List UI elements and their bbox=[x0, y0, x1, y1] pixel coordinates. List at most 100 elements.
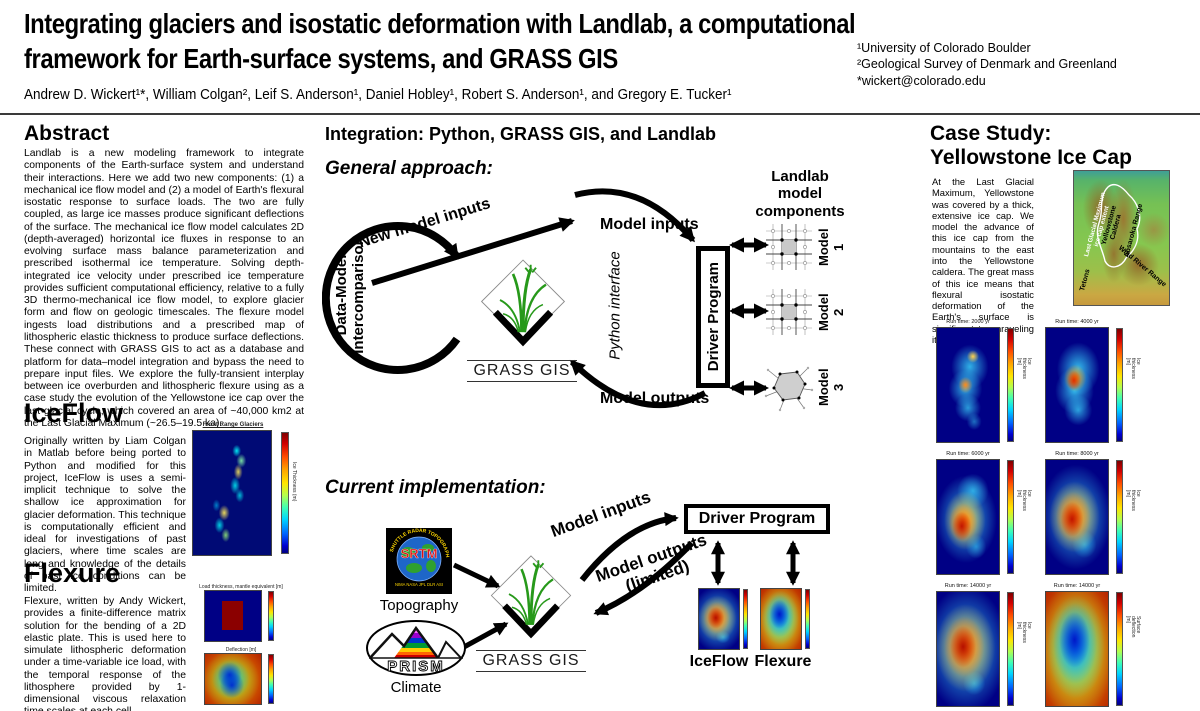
panel-colorbar bbox=[1116, 592, 1123, 706]
affiliations: ¹University of Colorado Boulder ²Geologi… bbox=[857, 40, 1117, 89]
poster-title: Integrating glaciers and isostatic defor… bbox=[24, 8, 856, 75]
panel-colorbar-label: Surface deflection [m] bbox=[1125, 616, 1141, 638]
flexure-output-label: Flexure bbox=[754, 653, 812, 670]
current-implementation-label: Current implementation: bbox=[325, 477, 546, 498]
front-range-glaciers-map bbox=[192, 430, 272, 556]
ice-thickness-map-14000 bbox=[936, 591, 1000, 707]
simulation-panel-6: Run time: 14000 yr Surface deflection [m… bbox=[1044, 582, 1144, 707]
driver-program-box: Driver Program bbox=[696, 246, 730, 388]
yellowstone-map: Last Glacial Maximum ice cap extent Teto… bbox=[1073, 170, 1170, 306]
contact-email: *wickert@colorado.edu bbox=[857, 73, 986, 88]
ice-thickness-map-8000 bbox=[1045, 459, 1109, 575]
load-thickness-map bbox=[204, 590, 262, 642]
panel-colorbar bbox=[1116, 328, 1123, 442]
grass-gis-logo bbox=[477, 252, 569, 351]
panel-title: Run time: 14000 yr bbox=[1053, 583, 1101, 589]
python-interface-label: Python interface bbox=[606, 251, 624, 360]
iceflow-figure-title: Front Range Glaciers bbox=[202, 422, 264, 428]
model-inputs-label: Model inputs bbox=[600, 216, 699, 233]
simulation-panel-3: Run time: 6000 yr Ice thickness [m] bbox=[935, 450, 1035, 575]
iceflow-colorbar-label: Ice Thickness (m) bbox=[291, 462, 297, 502]
ice-thickness-map-2000 bbox=[936, 327, 1000, 443]
simulation-panel-2: Run time: 4000 yr Ice thickness [m] bbox=[1044, 318, 1144, 443]
grass-gis-label: GRASS GIS bbox=[467, 360, 577, 382]
landlab-components-heading: Landlab model components bbox=[755, 168, 845, 220]
intercomparison-loop-arrow bbox=[322, 222, 461, 374]
deflection-map bbox=[204, 653, 262, 705]
topography-to-grass-arrow bbox=[452, 562, 501, 589]
header-divider bbox=[0, 113, 1200, 115]
panel-colorbar-label: Ice thickness [m] bbox=[1016, 358, 1032, 379]
panel-colorbar bbox=[1007, 592, 1014, 706]
ice-cap-extent-outline bbox=[1096, 183, 1141, 268]
general-approach-label: General approach: bbox=[325, 158, 493, 179]
flexure-figure2-colorbar bbox=[268, 654, 274, 704]
climate-to-grass-arrow bbox=[462, 621, 509, 650]
panel-colorbar bbox=[1116, 460, 1123, 574]
flexure-heading: Flexure bbox=[24, 558, 121, 588]
panel-colorbar-label: Ice thickness [m] bbox=[1125, 358, 1141, 379]
flexure-figure1-title: Load thickness, mantle equivalent [m] bbox=[199, 584, 283, 590]
flexure-output-colorbar bbox=[805, 589, 810, 649]
panel-colorbar-label: Ice thickness [m] bbox=[1016, 490, 1032, 511]
iceflow-figure-colorbar bbox=[281, 432, 289, 554]
current-implementation-diagram bbox=[452, 512, 800, 650]
model3-label: Model 3 bbox=[816, 368, 846, 406]
climate-label: Climate bbox=[390, 679, 442, 696]
simulation-panel-5: Run time: 14000 yr Ice thickness [m] bbox=[935, 582, 1035, 707]
data-model-intercomparison-label: Data-Model Intercomparison bbox=[333, 236, 367, 354]
srtm-text: SRTM bbox=[401, 546, 438, 561]
srtm-agencies-text: NIMA NASA JPL DLR ASI bbox=[395, 582, 443, 587]
general-approach-diagram bbox=[322, 188, 769, 408]
srtm-logo: SHUTTLE RADAR TOPOGRAPHY MISSION SRTM NI… bbox=[386, 528, 452, 594]
panel-colorbar bbox=[1007, 328, 1014, 442]
ice-thickness-map-4000 bbox=[1045, 327, 1109, 443]
iceflow-output-colorbar bbox=[743, 589, 748, 649]
model-inputs-arrow-current bbox=[579, 512, 679, 582]
model-inputs-arrow bbox=[574, 188, 696, 243]
affiliation-2: ²Geological Survey of Denmark and Greenl… bbox=[857, 57, 1117, 72]
model1-grid-icon bbox=[766, 224, 812, 270]
prism-text: PRISM bbox=[387, 658, 445, 675]
panel-title: Run time: 6000 yr bbox=[946, 451, 990, 457]
driver-program-label: Driver Program bbox=[704, 262, 722, 372]
simulation-panel-1: Run time: 2000 yr Ice thickness [m] bbox=[935, 318, 1035, 443]
prism-logo: PRISM bbox=[366, 620, 466, 676]
flexure-body: Flexure, written by Andy Wickert, provid… bbox=[24, 596, 186, 711]
topography-label: Topography bbox=[379, 597, 459, 614]
abstract-heading: Abstract bbox=[24, 122, 110, 145]
ice-thickness-map-6000 bbox=[936, 459, 1000, 575]
model-outputs-label: Model outputs bbox=[600, 390, 710, 407]
new-model-inputs-arrow bbox=[371, 217, 575, 286]
iceflow-heading: IceFlow bbox=[24, 398, 124, 428]
flexure-figure2-title: Deflection [m] bbox=[225, 647, 257, 653]
model3-mesh-icon bbox=[764, 366, 814, 412]
model-outputs-arrow bbox=[569, 359, 707, 408]
authors-line: Andrew D. Wickert¹*, William Colgan², Le… bbox=[24, 87, 732, 103]
driver-program-label-current: Driver Program bbox=[698, 510, 816, 527]
panel-title: Run time: 4000 yr bbox=[1055, 319, 1099, 325]
integration-heading: Integration: Python, GRASS GIS, and Land… bbox=[325, 124, 717, 144]
driver-program-box-current: Driver Program bbox=[684, 504, 830, 534]
panel-colorbar-label: Ice thickness [m] bbox=[1016, 622, 1032, 643]
simulation-panel-4: Run time: 8000 yr Ice thickness [m] bbox=[1044, 450, 1144, 575]
panel-title: Run time: 8000 yr bbox=[1055, 451, 1099, 457]
surface-deflection-map-14000 bbox=[1045, 591, 1109, 707]
model2-grid-icon bbox=[766, 289, 812, 335]
panel-title: Run time: 2000 yr bbox=[946, 319, 990, 325]
model1-label: Model 1 bbox=[816, 228, 846, 266]
panel-colorbar-label: Ice thickness [m] bbox=[1125, 490, 1141, 511]
abstract-body: Landlab is a new modeling framework to i… bbox=[24, 148, 304, 429]
flexure-figure1-colorbar bbox=[268, 591, 274, 641]
model2-label: Model 2 bbox=[816, 293, 846, 331]
iceflow-body: Originally written by Liam Colgan in Mat… bbox=[24, 436, 186, 595]
iceflow-output-label: IceFlow bbox=[689, 653, 749, 670]
grass-gis-logo-current bbox=[487, 548, 575, 643]
grass-gis-label-current: GRASS GIS bbox=[476, 650, 586, 672]
panel-colorbar bbox=[1007, 460, 1014, 574]
panel-title: Run time: 14000 yr bbox=[944, 583, 992, 589]
model-outputs-arrow-current bbox=[593, 540, 695, 616]
case-study-heading: Case Study: Yellowstone Ice Cap bbox=[930, 122, 1132, 170]
affiliation-1: ¹University of Colorado Boulder bbox=[857, 41, 1031, 55]
